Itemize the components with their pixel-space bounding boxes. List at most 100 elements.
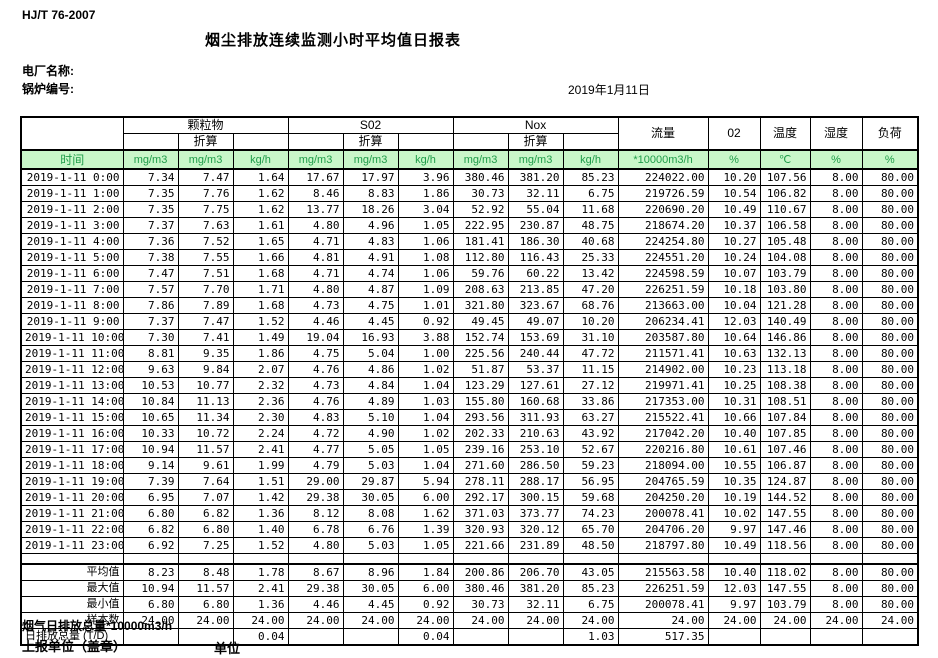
table-row: 2019-1-11 9:00 7.37 7.47 1.52 4.46 4.45 0.92 49…	[20, 313, 919, 330]
value-cell: 7.41	[177, 329, 234, 346]
value-cell: 226251.59	[617, 281, 709, 298]
value-cell: 7.37	[122, 313, 179, 330]
value-cell: 80.00	[861, 489, 919, 506]
value-cell: 3.96	[397, 168, 454, 186]
value-cell: 10.02	[707, 505, 761, 522]
value-cell: 11.13	[177, 393, 234, 410]
value-cell: 107.56	[759, 168, 811, 186]
value-cell: 80.00	[861, 361, 919, 378]
value-cell: 59.23	[562, 457, 619, 474]
value-cell: 1.71	[232, 281, 289, 298]
time-cell: 2019-1-11 8:00	[20, 297, 124, 314]
value-cell: 13.77	[287, 201, 344, 218]
value-cell: 11.15	[562, 361, 619, 378]
value-cell: 7.86	[122, 297, 179, 314]
empty-cell	[452, 553, 509, 565]
value-cell: 300.15	[507, 489, 564, 506]
summary-value-cell: 6.80	[122, 596, 179, 613]
value-cell: 80.00	[861, 233, 919, 250]
col-header-flow: 流量	[617, 116, 709, 151]
value-cell: 4.76	[287, 393, 344, 410]
table-row: 2019-1-11 17:00 10.94 11.57 2.41 4.77 5.05 1.0…	[20, 441, 919, 458]
table-row: 2019-1-11 19:00 7.39 7.64 1.51 29.00 29.87 5.9…	[20, 473, 919, 490]
value-cell: 11.68	[562, 201, 619, 218]
value-cell: 103.79	[759, 265, 811, 282]
value-cell: 8.00	[809, 297, 863, 314]
value-cell: 1.05	[397, 441, 454, 458]
value-cell: 9.14	[122, 457, 179, 474]
value-cell: 3.04	[397, 201, 454, 218]
value-cell: 210.63	[507, 425, 564, 442]
value-cell: 218094.00	[617, 457, 709, 474]
value-cell: 2.36	[232, 393, 289, 410]
value-cell: 80.00	[861, 537, 919, 554]
value-cell: 1.03	[397, 393, 454, 410]
value-cell: 8.00	[809, 281, 863, 298]
report-table: 颗粒物 S02 Nox 流量 02 温度 湿度 负荷 折算 折算 折算	[20, 116, 920, 646]
sub-header-blank	[397, 133, 454, 151]
value-cell: 4.46	[287, 313, 344, 330]
value-cell: 10.64	[707, 329, 761, 346]
time-cell: 2019-1-11 17:00	[20, 441, 124, 458]
summary-value-cell: 30.05	[342, 580, 399, 597]
sub-header-converted: 折算	[177, 133, 234, 151]
unit-cell: %	[707, 149, 761, 170]
time-cell: 2019-1-11 6:00	[20, 265, 124, 282]
summary-value-cell: 80.00	[861, 596, 919, 613]
value-cell: 12.03	[707, 313, 761, 330]
value-cell: 10.49	[707, 201, 761, 218]
value-cell: 4.72	[287, 425, 344, 442]
value-cell: 10.19	[707, 489, 761, 506]
value-cell: 1.06	[397, 265, 454, 282]
summary-value-cell: 8.00	[809, 596, 863, 613]
value-cell: 7.35	[122, 185, 179, 202]
value-cell: 4.81	[287, 249, 344, 266]
value-cell: 7.35	[122, 201, 179, 218]
value-cell: 4.87	[342, 281, 399, 298]
summary-value-cell: 4.45	[342, 596, 399, 613]
flue-gas-total-note: 烟气日排放总量*10000m3/h	[22, 619, 173, 633]
value-cell: 204706.20	[617, 521, 709, 538]
value-cell: 80.00	[861, 329, 919, 346]
value-cell: 107.84	[759, 409, 811, 426]
summary-value-cell: 10.40	[707, 563, 761, 581]
value-cell: 231.89	[507, 537, 564, 554]
empty-cell	[287, 553, 344, 565]
summary-value-cell: 8.67	[287, 563, 344, 581]
value-cell: 30.73	[452, 185, 509, 202]
value-cell: 6.75	[562, 185, 619, 202]
value-cell: 80.00	[861, 168, 919, 186]
time-cell: 2019-1-11 9:00	[20, 313, 124, 330]
summary-label: 日排放总量 (T/D)	[20, 628, 124, 646]
value-cell: 311.93	[507, 409, 564, 426]
table-row: 2019-1-11 8:00 7.86 7.89 1.68 4.73 4.75 1.01 32…	[20, 297, 919, 314]
separator-row	[20, 553, 919, 565]
value-cell: 1.06	[397, 233, 454, 250]
value-cell: 9.97	[707, 521, 761, 538]
summary-value-cell: 32.11	[507, 596, 564, 613]
value-cell: 29.00	[287, 473, 344, 490]
value-cell: 8.00	[809, 425, 863, 442]
summary-value-cell: 8.23	[122, 563, 179, 581]
value-cell: 8.00	[809, 201, 863, 218]
unit-cell: mg/m3	[122, 149, 179, 170]
value-cell: 7.37	[122, 217, 179, 234]
value-cell: 80.00	[861, 393, 919, 410]
value-cell: 7.47	[177, 313, 234, 330]
value-cell: 206234.41	[617, 313, 709, 330]
value-cell: 221.66	[452, 537, 509, 554]
value-cell: 10.65	[122, 409, 179, 426]
value-cell: 1.52	[232, 537, 289, 554]
value-cell: 8.00	[809, 505, 863, 522]
value-cell: 10.27	[707, 233, 761, 250]
value-cell: 104.08	[759, 249, 811, 266]
value-cell: 13.42	[562, 265, 619, 282]
time-cell: 2019-1-11 7:00	[20, 281, 124, 298]
value-cell: 320.12	[507, 521, 564, 538]
value-cell: 1.64	[232, 168, 289, 186]
value-cell: 80.00	[861, 441, 919, 458]
value-cell: 9.35	[177, 345, 234, 362]
value-cell: 219971.41	[617, 377, 709, 394]
value-cell: 1.00	[397, 345, 454, 362]
value-cell: 108.38	[759, 377, 811, 394]
